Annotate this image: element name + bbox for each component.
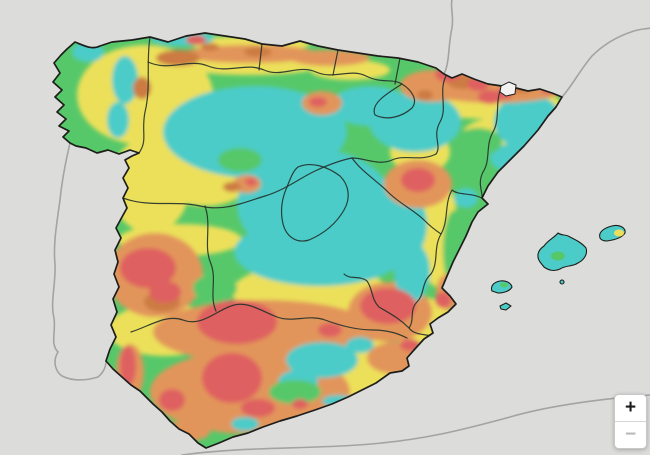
border-aragon-catalonia bbox=[479, 85, 503, 199]
mallorca-green-patch bbox=[551, 251, 565, 261]
region-borders bbox=[122, 36, 503, 339]
border-galicia bbox=[138, 36, 151, 154]
menorca-yellow-patch bbox=[614, 229, 624, 237]
border-madrid bbox=[281, 164, 349, 242]
heat-cell-red bbox=[478, 90, 502, 104]
heat-cell-green bbox=[218, 148, 262, 172]
heat-cell-red bbox=[309, 97, 327, 107]
border-navarre-aragon bbox=[435, 75, 447, 155]
zoom-out-button[interactable]: − bbox=[615, 422, 646, 448]
heat-cell-cyan bbox=[394, 242, 430, 302]
zoom-control-divider bbox=[615, 421, 646, 422]
ibiza-green-patch bbox=[500, 282, 508, 288]
heat-cell-cyan bbox=[330, 86, 410, 126]
map-zoom-control: + − bbox=[614, 394, 647, 449]
heat-cell-darkorange bbox=[223, 182, 241, 192]
france-atlantic-coastline bbox=[443, 0, 454, 75]
heat-cell-green bbox=[193, 274, 237, 302]
heat-cell-red bbox=[120, 248, 176, 288]
heat-cell-orange bbox=[290, 50, 370, 66]
heat-cell-red bbox=[186, 35, 206, 45]
border-cantabria-basque bbox=[332, 49, 339, 76]
heat-cell-red bbox=[202, 353, 262, 403]
heat-cell-yellow bbox=[110, 137, 190, 233]
heat-cell-darkorange bbox=[417, 90, 433, 100]
mallorca-island bbox=[537, 232, 588, 272]
heat-cell-red bbox=[318, 323, 342, 337]
heat-cell-cyan bbox=[107, 102, 129, 138]
balearic-islands bbox=[490, 224, 626, 311]
heat-cell-red bbox=[401, 168, 435, 192]
border-cantabrian-strip bbox=[147, 61, 403, 85]
heat-cell-cyan bbox=[231, 417, 259, 431]
heat-cell-red bbox=[292, 399, 308, 409]
heat-cell-cyan bbox=[112, 56, 138, 104]
border-murcia-west bbox=[343, 273, 410, 329]
heat-cell-red bbox=[435, 292, 451, 308]
border-castile-leon-south bbox=[122, 157, 353, 209]
zoom-in-button[interactable]: + bbox=[615, 395, 646, 421]
portugal-coastline bbox=[51, 142, 107, 381]
heat-cell-cyan bbox=[454, 188, 478, 208]
heat-cell-darkorange bbox=[201, 43, 219, 51]
border-extremadura-east bbox=[204, 205, 217, 312]
border-lamancha-aragon bbox=[351, 157, 442, 235]
heat-cell-cyan bbox=[346, 337, 374, 353]
border-rioja bbox=[373, 83, 416, 119]
border-andalusia-north bbox=[130, 303, 408, 339]
heat-cell-darkorange bbox=[156, 50, 200, 66]
heat-cell-darkorange bbox=[133, 77, 151, 99]
menorca-island bbox=[599, 224, 626, 242]
heat-cell-red bbox=[197, 300, 277, 344]
formentera-island bbox=[499, 302, 512, 311]
france-mediterranean-coastline bbox=[561, 27, 650, 98]
cabrera-islet bbox=[559, 279, 565, 285]
heat-cell-red bbox=[149, 281, 181, 303]
andorra-enclave bbox=[499, 81, 517, 97]
heat-cell-red bbox=[159, 389, 185, 411]
spain-country-border bbox=[52, 32, 563, 449]
heat-cell-darkorange bbox=[244, 47, 272, 57]
heat-cell-red bbox=[245, 178, 257, 186]
heat-cell-green bbox=[454, 128, 502, 156]
border-asturias-cantabria bbox=[258, 43, 263, 71]
heat-cell-green bbox=[269, 380, 321, 404]
heat-cell-red bbox=[120, 346, 136, 386]
heat-cell-cyan bbox=[286, 342, 358, 378]
heat-blobs bbox=[72, 33, 562, 442]
heat-cell-red bbox=[241, 399, 275, 417]
heat-cell-red bbox=[360, 288, 416, 324]
border-basque-navarre bbox=[394, 57, 401, 85]
africa-coastline bbox=[181, 394, 650, 455]
border-castile-leon-east bbox=[351, 153, 437, 163]
